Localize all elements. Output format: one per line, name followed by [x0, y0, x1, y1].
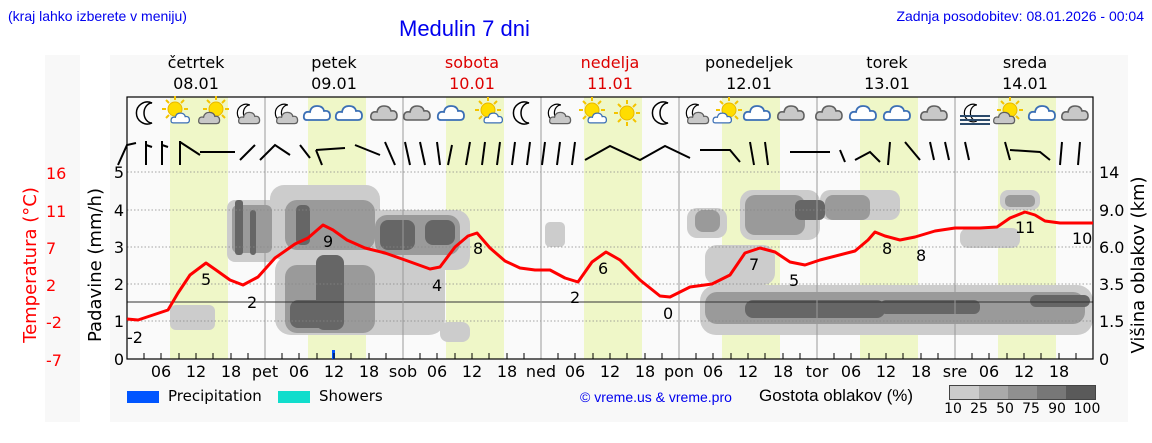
fog-moon-icon: [960, 103, 990, 125]
svg-text:18: 18: [497, 362, 517, 381]
svg-text:12: 12: [186, 362, 206, 381]
cloud-density-scale: [949, 385, 1096, 400]
svg-text:18: 18: [1049, 362, 1069, 381]
showers-swatch: [278, 390, 310, 403]
cloud-density-layer: [170, 185, 1093, 342]
day-dividers: [264, 97, 956, 359]
day-header: četrtek 08.01: [167, 53, 225, 93]
svg-text:4: 4: [432, 276, 442, 295]
precipitation-swatch: [127, 390, 159, 403]
svg-text:0: 0: [114, 350, 124, 369]
svg-text:0: 0: [1099, 350, 1109, 369]
svg-text:ned: ned: [526, 362, 556, 381]
temperature-axis-ticks: 16 11 7 2 -2 -7: [46, 164, 66, 370]
svg-text:18: 18: [773, 362, 793, 381]
gridlines: [127, 171, 1093, 322]
svg-text:2: 2: [46, 276, 56, 295]
svg-text:pet: pet: [252, 362, 278, 381]
svg-text:11: 11: [46, 202, 66, 221]
svg-text:sre: sre: [943, 362, 967, 381]
day-header: nedelja 11.01: [580, 53, 640, 93]
temperature-line: [126, 210, 1093, 322]
svg-text:-7: -7: [46, 351, 62, 370]
svg-text:18: 18: [635, 362, 655, 381]
day-header: ponedeljek 12.01: [705, 53, 793, 93]
svg-text:12: 12: [600, 362, 620, 381]
svg-text:12: 12: [876, 362, 896, 381]
svg-text:-2: -2: [127, 328, 143, 347]
svg-text:3.5: 3.5: [1099, 275, 1124, 294]
svg-text:sob: sob: [389, 362, 417, 381]
svg-text:-2: -2: [46, 313, 62, 332]
svg-text:06: 06: [289, 362, 309, 381]
x-axis-labels: 06 12 18 pet 06 12 18 sob 06 12 18 ned 06 12 18 pon …: [151, 362, 1069, 381]
daylight-bands: [170, 97, 1056, 359]
svg-text:10: 10: [1072, 229, 1092, 248]
cloud-height-axis-label: Višina oblakov (km): [1128, 176, 1149, 353]
location-menu-hint[interactable]: (kraj lahko izberete v meniju): [8, 8, 187, 24]
precip-axis-ticks: 5 4 3 2 1 0: [114, 163, 124, 369]
svg-text:5: 5: [789, 271, 799, 290]
svg-text:12: 12: [324, 362, 344, 381]
svg-text:18: 18: [359, 362, 379, 381]
svg-text:8: 8: [473, 239, 483, 258]
svg-text:9.0: 9.0: [1099, 201, 1124, 220]
cloud-density-title: Gostota oblakov (%): [759, 386, 914, 405]
svg-text:0: 0: [663, 304, 673, 323]
legend-precipitation: Precipitation: [127, 387, 262, 405]
svg-text:2: 2: [247, 293, 257, 312]
copyright-link[interactable]: © vreme.us & vreme.pro: [580, 389, 732, 405]
day-header: torek 13.01: [864, 53, 910, 93]
svg-text:1.5: 1.5: [1099, 312, 1124, 331]
wind-barbs: [117, 141, 1081, 166]
svg-text:06: 06: [979, 362, 999, 381]
svg-text:8: 8: [882, 239, 892, 258]
svg-text:7: 7: [46, 239, 56, 258]
day-header: sobota 10.01: [444, 53, 500, 93]
svg-text:6.0: 6.0: [1099, 238, 1124, 257]
svg-text:06: 06: [565, 362, 585, 381]
svg-text:2: 2: [570, 288, 580, 307]
svg-text:8: 8: [916, 246, 926, 265]
hour-ticks: [143, 353, 1077, 359]
svg-text:12: 12: [738, 362, 758, 381]
svg-text:16: 16: [46, 164, 66, 183]
last-update: Zadnja posodobitev: 08.01.2026 - 00:04: [896, 8, 1144, 24]
svg-text:14: 14: [1099, 163, 1119, 182]
svg-text:12: 12: [462, 362, 482, 381]
svg-text:06: 06: [841, 362, 861, 381]
svg-text:06: 06: [427, 362, 447, 381]
svg-text:5: 5: [201, 270, 211, 289]
svg-text:12: 12: [1014, 362, 1034, 381]
svg-text:pon: pon: [664, 362, 694, 381]
legend-showers: Showers: [278, 387, 383, 405]
temperature-axis-label: Temperatura (°C): [20, 187, 41, 344]
svg-text:9: 9: [323, 232, 333, 251]
svg-text:3: 3: [114, 238, 124, 257]
day-header: sreda 14.01: [1002, 53, 1048, 93]
svg-text:2: 2: [114, 275, 124, 294]
precip-axis-label: Padavine (mm/h): [85, 188, 106, 342]
svg-text:5: 5: [114, 163, 124, 182]
svg-text:4: 4: [114, 201, 124, 220]
svg-text:18: 18: [911, 362, 931, 381]
temperature-labels: -2 5 2 9 4 8 2 6 0 7 5 8 8 11 10: [127, 218, 1092, 347]
cloud-density-labels: 10 25 50 75 90 100: [944, 401, 1101, 417]
svg-text:06: 06: [151, 362, 171, 381]
page-title: Medulin 7 dni: [399, 16, 530, 41]
svg-text:7: 7: [749, 255, 759, 274]
weather-icons: [135, 95, 1089, 127]
svg-text:tor: tor: [806, 362, 829, 381]
temperature-axis-panel: [45, 55, 80, 422]
svg-text:11: 11: [1015, 218, 1035, 237]
svg-text:18: 18: [221, 362, 241, 381]
svg-text:6: 6: [598, 259, 608, 278]
cloud-height-axis-ticks: 14 9.0 6.0 3.5 1.5 0: [1099, 163, 1124, 369]
day-header: petek 09.01: [311, 53, 357, 93]
svg-text:06: 06: [703, 362, 723, 381]
svg-text:1: 1: [114, 312, 124, 331]
